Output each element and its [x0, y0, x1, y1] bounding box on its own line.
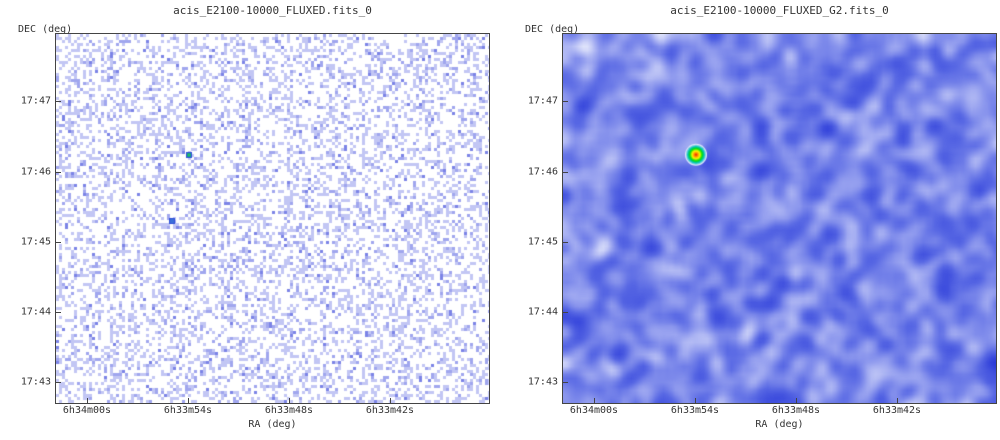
x-tick-label: 6h33m42s: [872, 405, 922, 416]
x-tick-mark: [188, 398, 189, 403]
y-tick-mark: [56, 382, 61, 383]
y-tick-mark: [563, 382, 568, 383]
x-tick-mark: [796, 398, 797, 403]
y-tick-mark: [56, 312, 61, 313]
x-tick-mark: [289, 398, 290, 403]
y-tick-mark: [563, 172, 568, 173]
y-tick-label: 17:45: [20, 236, 51, 248]
y-tick-mark: [56, 242, 61, 243]
x-axis-label: RA (deg): [755, 419, 804, 430]
left-image-panel: acis_E2100-10000_FLUXED.fits_0 DEC (deg)…: [18, 4, 490, 430]
x-tick-label: 6h34m00s: [62, 405, 112, 416]
x-axis-label: RA (deg): [248, 419, 297, 430]
x-tick-label: 6h33m54s: [670, 405, 720, 416]
x-tick-mark: [695, 398, 696, 403]
chart-title: acis_E2100-10000_FLUXED.fits_0: [173, 4, 372, 17]
y-axis-label: DEC (deg): [525, 24, 580, 35]
y-tick-label: 17:46: [527, 166, 558, 178]
chart-title: acis_E2100-10000_FLUXED_G2.fits_0: [670, 4, 889, 17]
y-tick-label: 17:44: [527, 306, 558, 318]
y-tick-mark: [56, 101, 61, 102]
image-plot-area[interactable]: [562, 33, 997, 404]
x-tick-label: 6h33m48s: [771, 405, 821, 416]
y-tick-label: 17:44: [20, 306, 51, 318]
y-tick-label: 17:47: [20, 95, 51, 107]
x-tick-label: 6h33m54s: [163, 405, 213, 416]
fits-image-smoothed[interactable]: [563, 34, 996, 403]
y-tick-mark: [56, 172, 61, 173]
y-tick-label: 17:47: [527, 95, 558, 107]
y-axis-label: DEC (deg): [18, 24, 73, 35]
right-image-panel: acis_E2100-10000_FLUXED_G2.fits_0 DEC (d…: [507, 0, 1000, 440]
y-tick-label: 17:46: [20, 166, 51, 178]
image-plot-area[interactable]: [55, 33, 490, 404]
fits-image-raw[interactable]: [56, 34, 489, 403]
x-tick-label: 6h33m42s: [365, 405, 415, 416]
y-tick-label: 17:45: [527, 236, 558, 248]
y-tick-label: 17:43: [20, 376, 51, 388]
x-tick-mark: [390, 398, 391, 403]
y-tick-label: 17:43: [527, 376, 558, 388]
x-tick-mark: [594, 398, 595, 403]
y-tick-mark: [563, 242, 568, 243]
x-tick-mark: [897, 398, 898, 403]
y-tick-mark: [563, 312, 568, 313]
y-tick-mark: [563, 101, 568, 102]
x-tick-label: 6h33m48s: [264, 405, 314, 416]
x-tick-label: 6h34m00s: [569, 405, 619, 416]
x-tick-mark: [87, 398, 88, 403]
